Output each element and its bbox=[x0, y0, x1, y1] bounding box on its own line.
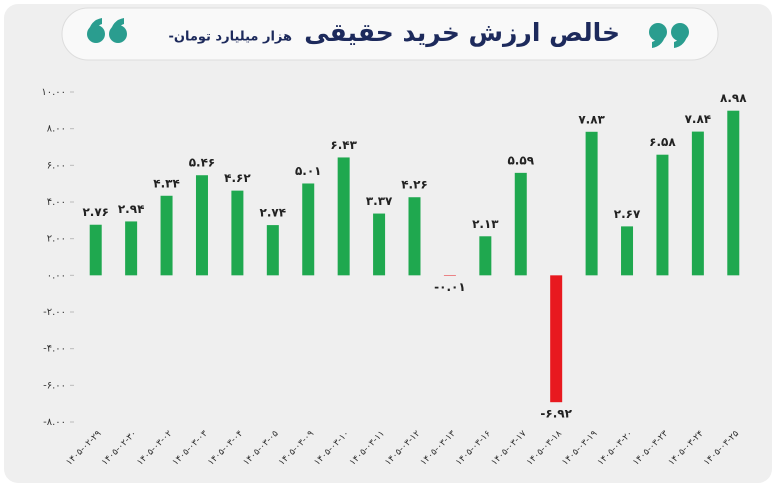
bar bbox=[550, 275, 563, 403]
value-label: ۲.۶۷ bbox=[614, 207, 641, 221]
y-tick-label: ۰.۰۰ bbox=[47, 270, 66, 281]
value-label: ۵.۵۹ bbox=[507, 153, 534, 167]
bar bbox=[585, 131, 598, 276]
y-tick-label: ۸.۰۰ bbox=[47, 124, 66, 135]
chart-subtitle: -هزار میلیارد تومان bbox=[168, 30, 292, 45]
bar bbox=[514, 172, 527, 276]
value-label: ۴.۶۲ bbox=[224, 171, 251, 185]
bar bbox=[408, 197, 421, 276]
value-label: ۲.۷۴ bbox=[260, 206, 287, 220]
bar bbox=[656, 154, 669, 276]
value-label: ۶.۴۳ bbox=[330, 138, 357, 152]
bar bbox=[727, 110, 740, 276]
y-tick-label: ۶.۰۰ bbox=[47, 160, 66, 171]
title-pill bbox=[61, 7, 719, 61]
y-tick-label: -۲.۰۰ bbox=[43, 307, 66, 318]
value-label: ۲.۱۳ bbox=[472, 217, 499, 231]
quote-left bbox=[87, 18, 127, 43]
bar bbox=[443, 275, 456, 276]
bar bbox=[195, 175, 208, 276]
panel bbox=[4, 4, 772, 483]
value-label: -۶.۹۲ bbox=[540, 407, 572, 421]
value-label: ۵.۴۶ bbox=[189, 156, 216, 170]
value-label: ۳.۳۷ bbox=[366, 194, 393, 208]
bar bbox=[302, 183, 315, 276]
chart-title: خالص ارزش خرید حقیقی bbox=[304, 18, 620, 48]
value-label: ۴.۲۶ bbox=[401, 178, 428, 192]
bar bbox=[373, 213, 386, 276]
bar bbox=[266, 225, 279, 276]
bar bbox=[337, 157, 350, 276]
bar bbox=[89, 224, 102, 276]
value-label: ۲.۷۶ bbox=[82, 205, 109, 219]
y-tick-label: ۴.۰۰ bbox=[47, 197, 66, 208]
bar bbox=[691, 131, 704, 276]
bar bbox=[160, 195, 173, 276]
bar bbox=[621, 226, 634, 276]
value-label: ۵.۰۱ bbox=[295, 164, 322, 178]
value-label: -۰.۰۱ bbox=[434, 280, 466, 294]
bar bbox=[231, 190, 244, 276]
y-tick-label: -۸.۰۰ bbox=[43, 417, 66, 428]
bar bbox=[125, 221, 138, 276]
y-tick-label: ۱۰.۰۰ bbox=[41, 87, 66, 98]
bar bbox=[479, 236, 492, 276]
value-label: ۴.۳۴ bbox=[153, 176, 180, 190]
value-label: ۲.۹۴ bbox=[118, 202, 145, 216]
y-tick-label: ۲.۰۰ bbox=[47, 234, 66, 245]
quote-right bbox=[649, 23, 689, 48]
value-label: ۷.۸۳ bbox=[578, 112, 605, 126]
value-label: ۷.۸۴ bbox=[685, 112, 712, 126]
value-label: ۶.۵۸ bbox=[649, 135, 676, 149]
y-tick-label: -۶.۰۰ bbox=[43, 380, 66, 391]
value-label: ۸.۹۸ bbox=[720, 91, 747, 105]
y-tick-label: -۴.۰۰ bbox=[43, 344, 66, 355]
